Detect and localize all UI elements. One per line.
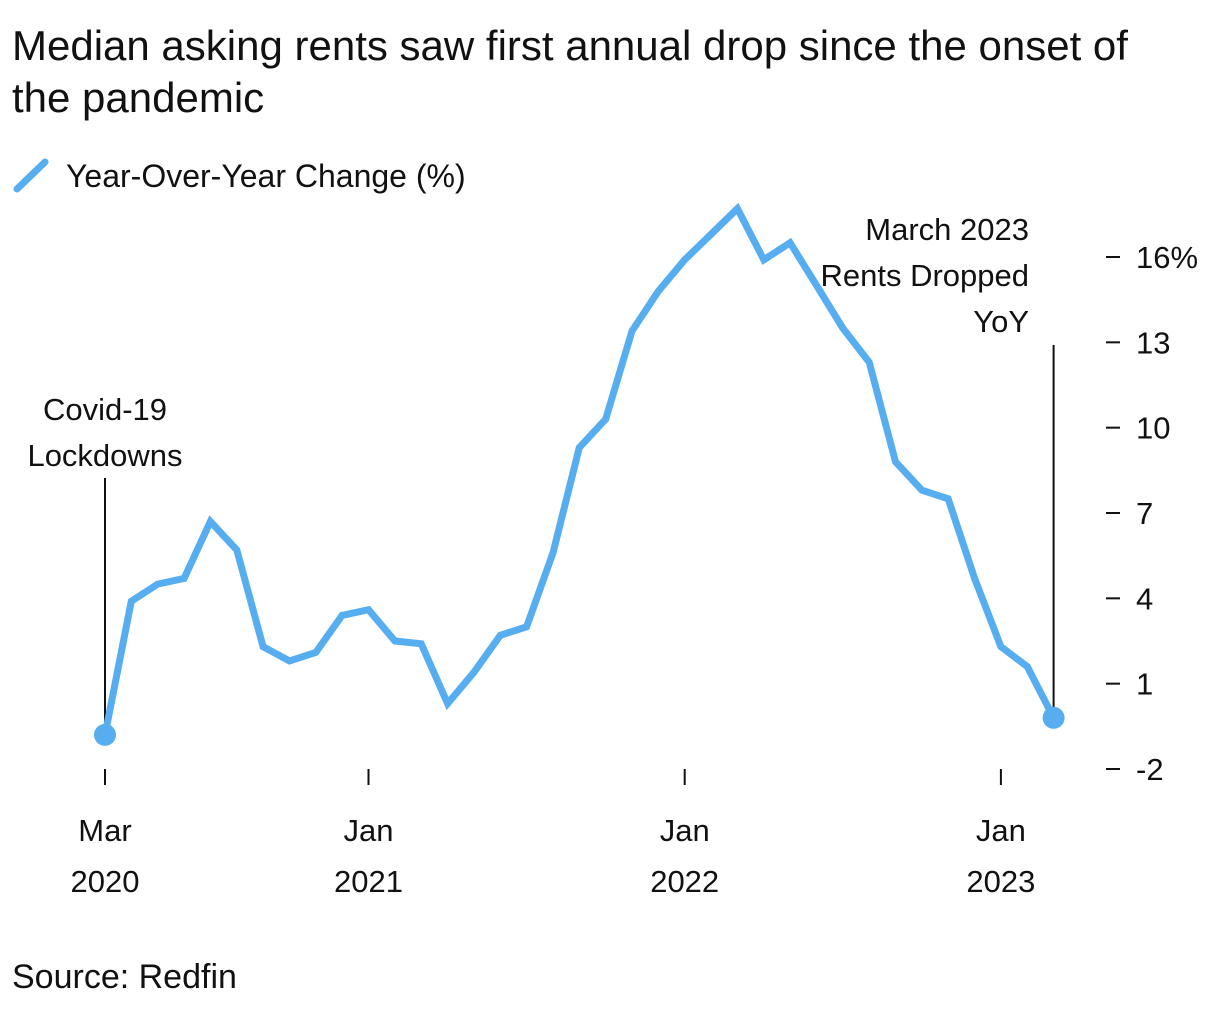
annotation-label-1-2: YoY [973,304,1029,339]
annotation-label-1-0: March 2023 [865,212,1029,247]
line-chart: Covid-19 Lockdowns March 2023 Rents Dropped… [27,202,1198,899]
x-tick-month-1: Jan [344,813,394,848]
annotation-label-1-1: Rents Dropped [820,258,1029,293]
x-tick-month-2: Jan [660,813,710,848]
x-axis: Mar 2020 Jan 2021 Jan 2022 Jan 2023 [71,769,1035,899]
x-tick-month-3: Jan [976,813,1026,848]
series-layer [94,202,1065,746]
y-tick-label-4: 4 [1136,581,1153,616]
annotation-label-0-0: Covid-19 [43,392,167,427]
x-tick-month-0: Mar [78,813,131,848]
legend: Year-Over-Year Change (%) [12,156,466,196]
source-note: Source: Redfin [12,958,237,996]
series-line-0 [101,202,1057,736]
annotation-label-0-1: Lockdowns [27,438,182,473]
y-tick-label-1: 13 [1136,325,1170,360]
y-tick-label-0: 16% [1136,240,1198,275]
y-tick-label-5: 1 [1136,667,1153,702]
annotation-point-0 [94,723,116,746]
legend-label: Year-Over-Year Change (%) [66,157,466,194]
annotations: Covid-19 Lockdowns March 2023 Rents Dropped… [27,212,1055,735]
legend-line-swatch [13,158,49,193]
annotation-point-1 [1042,706,1065,729]
x-tick-year-3: 2023 [966,864,1035,899]
x-tick-year-2: 2022 [650,864,719,899]
x-tick-year-1: 2021 [334,864,403,899]
chart-title: Median asking rents saw first annual dro… [12,22,1128,121]
y-tick-label-2: 10 [1136,411,1170,446]
x-tick-year-0: 2020 [71,864,140,899]
y-tick-label-6: -2 [1136,752,1164,787]
y-tick-label-3: 7 [1136,496,1153,531]
y-axis: 16% 13 10 7 4 1 -2 [1106,240,1198,787]
